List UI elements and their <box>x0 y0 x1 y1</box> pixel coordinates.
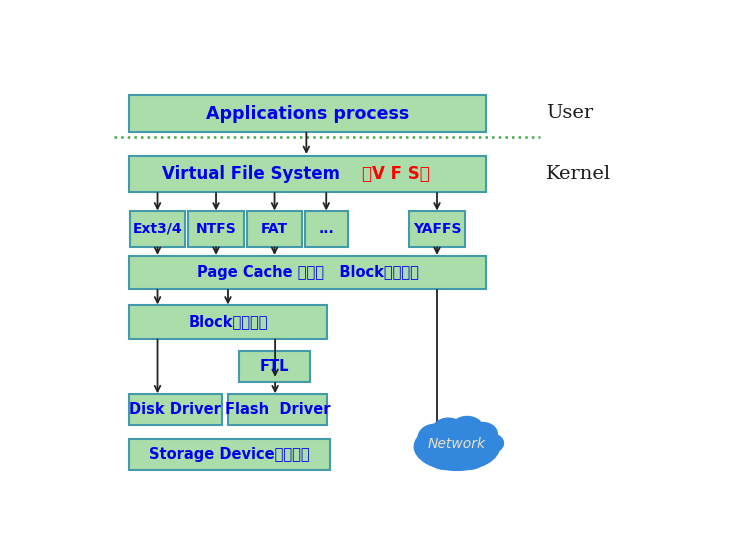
Circle shape <box>460 452 482 469</box>
FancyBboxPatch shape <box>240 351 310 382</box>
Text: Network: Network <box>428 437 486 451</box>
Circle shape <box>431 452 454 469</box>
Text: Disk Driver: Disk Driver <box>130 402 221 417</box>
Circle shape <box>432 418 464 442</box>
FancyBboxPatch shape <box>128 440 330 470</box>
Text: FTL: FTL <box>260 359 290 374</box>
Text: Applications process: Applications process <box>206 105 409 123</box>
FancyBboxPatch shape <box>128 255 487 290</box>
FancyBboxPatch shape <box>130 211 185 246</box>
Text: Page Cache 页缓冲   Block设备驱动: Page Cache 页缓冲 Block设备驱动 <box>196 265 419 280</box>
Text: Block设备驱动: Block设备驱动 <box>188 315 268 329</box>
Text: Virtual File System: Virtual File System <box>162 165 339 183</box>
Circle shape <box>416 435 441 454</box>
FancyBboxPatch shape <box>228 394 328 425</box>
Text: （V F S）: （V F S） <box>361 165 430 183</box>
Text: Ext3/4: Ext3/4 <box>133 222 183 236</box>
FancyBboxPatch shape <box>305 211 348 246</box>
FancyBboxPatch shape <box>247 211 303 246</box>
Text: NTFS: NTFS <box>196 222 237 236</box>
FancyBboxPatch shape <box>188 211 244 246</box>
FancyBboxPatch shape <box>128 156 487 192</box>
Text: Flash  Driver: Flash Driver <box>225 402 331 417</box>
Text: FAT: FAT <box>261 222 288 236</box>
FancyBboxPatch shape <box>128 305 328 339</box>
FancyBboxPatch shape <box>128 95 487 132</box>
Text: Kernel: Kernel <box>546 165 611 183</box>
Text: YAFFS: YAFFS <box>413 222 461 236</box>
Circle shape <box>419 424 452 450</box>
Text: User: User <box>546 104 593 122</box>
Circle shape <box>479 433 504 452</box>
Text: ...: ... <box>318 222 334 236</box>
FancyBboxPatch shape <box>128 394 222 425</box>
Circle shape <box>452 417 483 441</box>
FancyBboxPatch shape <box>409 211 465 246</box>
Text: Storage Device存储设备: Storage Device存储设备 <box>149 447 310 463</box>
Ellipse shape <box>414 423 499 470</box>
Circle shape <box>468 422 497 445</box>
